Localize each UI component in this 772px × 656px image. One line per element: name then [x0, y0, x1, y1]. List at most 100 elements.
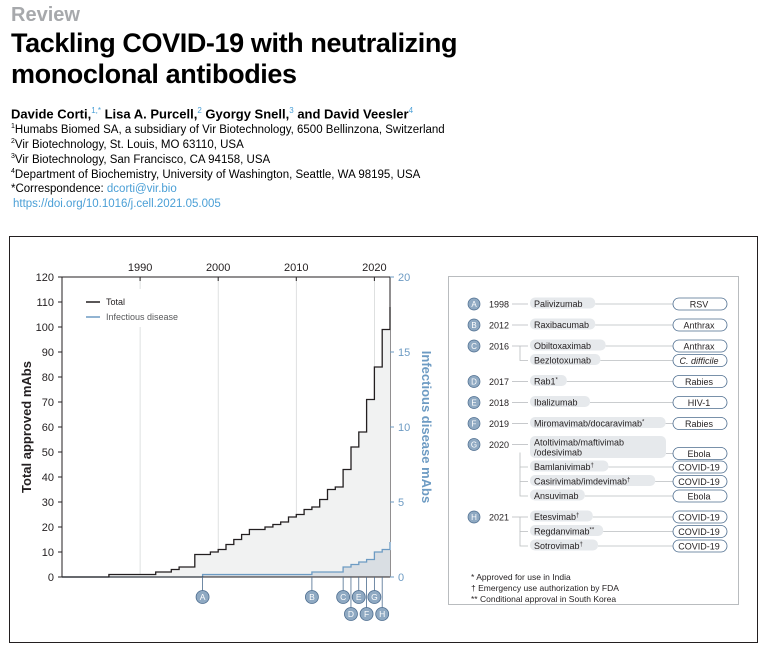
- right-axis-tick-label: 5: [398, 497, 404, 509]
- table-drug-name: Palivizumab: [534, 299, 583, 309]
- table-group-badge: [467, 339, 481, 353]
- author-name[interactable]: Lisa A. Purcell,: [104, 106, 198, 122]
- table-disease-pill: [672, 339, 728, 353]
- table-drug-name: Bezlotoxumab: [534, 356, 591, 366]
- infectious-series-area: [62, 542, 390, 577]
- table-drug-name: Ansuvimab: [534, 491, 579, 501]
- left-axis-tick-label: 90: [42, 347, 54, 359]
- affiliation-3: 3Vir Biotechnology, San Francisco, CA 94…: [11, 153, 270, 166]
- approval-table-box: [448, 276, 739, 605]
- author-affiliation-mark[interactable]: 3: [289, 106, 294, 115]
- table-drug-footnote-mark: *: [556, 378, 559, 384]
- author-affiliation-mark[interactable]: 1,*: [91, 106, 101, 115]
- author-name[interactable]: Davide Corti,: [11, 106, 92, 122]
- table-group-letter: F: [472, 420, 477, 429]
- table-disease-name: C. difficile: [679, 356, 718, 366]
- table-group-badge: [467, 297, 481, 311]
- table-drug-name: Bamlanivimab†: [534, 462, 594, 472]
- title-line-2: monoclonal antibodies: [11, 59, 297, 89]
- table-year: 2018: [489, 398, 509, 408]
- top-axis-tick-label: 1990: [128, 262, 152, 274]
- figure-frame: [9, 236, 758, 643]
- table-drug-footnote-mark: **: [590, 528, 595, 534]
- table-disease-name: RSV: [690, 300, 709, 310]
- author-name[interactable]: and David Veesler: [297, 106, 409, 122]
- table-disease-name: COVID-19: [678, 463, 720, 473]
- left-axis-tick-label: 50: [42, 447, 54, 459]
- marker-label: D: [348, 609, 354, 619]
- table-group-badge: [467, 510, 481, 524]
- affiliation-number: 2: [11, 138, 15, 145]
- table-connector: [519, 467, 528, 482]
- table-disease-pill: [672, 447, 728, 460]
- marker-label: H: [379, 609, 385, 619]
- table-year: 2020: [489, 440, 509, 450]
- table-drug-pill: [530, 489, 585, 501]
- table-drug-pill: [530, 339, 606, 351]
- affiliation-number: 4: [11, 168, 15, 175]
- left-axis-tick-label: 110: [36, 297, 54, 309]
- table-drug-name-cont: /odesivimab: [534, 448, 582, 458]
- right-axis-tick-label: 10: [398, 422, 410, 434]
- affiliation-number: 3: [11, 153, 15, 160]
- table-drug-pill: [530, 475, 656, 486]
- left-axis-tick-label: 70: [42, 397, 54, 409]
- affiliation-text: Vir Biotechnology, San Francisco, CA 941…: [14, 153, 271, 166]
- legend-label-infectious: Infectious disease: [106, 312, 178, 322]
- table-group-letter: C: [471, 342, 477, 351]
- left-axis-tick-label: 30: [42, 497, 54, 509]
- table-disease-pill: [672, 475, 728, 488]
- marker-circle: [375, 607, 390, 621]
- affiliation-text: Humabs Biomed SA, a subsidiary of Vir Bi…: [14, 123, 445, 136]
- table-drug-footnote-mark: *: [642, 420, 645, 426]
- table-drug-pill: [530, 436, 666, 458]
- table-disease-pill: [672, 489, 728, 503]
- correspondence-email-link[interactable]: dcorti@vir.bio: [106, 183, 177, 195]
- table-group-letter: A: [471, 300, 477, 309]
- table-drug-pill: [530, 417, 666, 428]
- table-drug-pill: [530, 396, 590, 407]
- table-year: 1998: [489, 300, 509, 310]
- table-disease-name: Anthrax: [683, 321, 715, 331]
- infectious-series-line: [62, 542, 391, 578]
- left-axis-tick-label: 40: [42, 472, 54, 484]
- left-axis-tick-label: 60: [42, 422, 54, 434]
- right-axis-tick-label: 20: [398, 272, 410, 284]
- marker-circle: [359, 607, 374, 621]
- author-affiliation-mark[interactable]: 2: [197, 106, 202, 115]
- marker-label: A: [200, 592, 206, 602]
- table-year: 2012: [489, 321, 509, 331]
- table-drug-name: Sotrovimab†: [534, 541, 583, 551]
- table-footnote: * Approved for use in India: [471, 572, 571, 582]
- table-disease-pill: [672, 354, 728, 367]
- table-group-badge: [467, 375, 481, 388]
- table-disease-pill: [672, 297, 728, 311]
- table-disease-name: Rabies: [685, 419, 714, 429]
- left-axis-tick-label: 120: [36, 272, 54, 284]
- affiliation-2: 2Vir Biotechnology, St. Louis, MO 63110,…: [11, 138, 244, 151]
- table-drug-name: Obiltoxaximab: [534, 341, 591, 351]
- table-drug-name: Raxibacumab: [534, 320, 589, 330]
- left-axis-tick-label: 20: [42, 522, 54, 534]
- table-drug-pill: [530, 297, 596, 309]
- marker-circle: [336, 590, 351, 604]
- table-drug-name: Miromavimab/docaravimab*: [534, 419, 645, 429]
- table-disease-pill: [672, 460, 728, 474]
- right-axis-label: Infectious disease mAbs: [419, 351, 434, 503]
- table-disease-name: Ebola: [687, 492, 710, 502]
- table-drug-pill: [530, 525, 604, 536]
- correspondence-label: *Correspondence:: [11, 183, 104, 195]
- author-affiliation-mark[interactable]: 4: [408, 106, 414, 115]
- doi-link[interactable]: https://doi.org/10.1016/j.cell.2021.05.0…: [13, 198, 221, 210]
- table-disease-name: Rabies: [685, 377, 714, 387]
- table-drug-footnote-mark: †: [627, 478, 630, 484]
- table-disease-name: Anthrax: [683, 342, 715, 352]
- table-disease-pill: [672, 539, 728, 553]
- marker-circle: [351, 590, 366, 604]
- affiliation-number: 1: [11, 123, 15, 130]
- marker-label: F: [364, 609, 369, 619]
- table-drug-pill: [530, 510, 593, 522]
- table-connector: [519, 517, 528, 532]
- table-drug-footnote-mark: †: [591, 463, 594, 469]
- author-name[interactable]: Gyorgy Snell,: [205, 106, 290, 122]
